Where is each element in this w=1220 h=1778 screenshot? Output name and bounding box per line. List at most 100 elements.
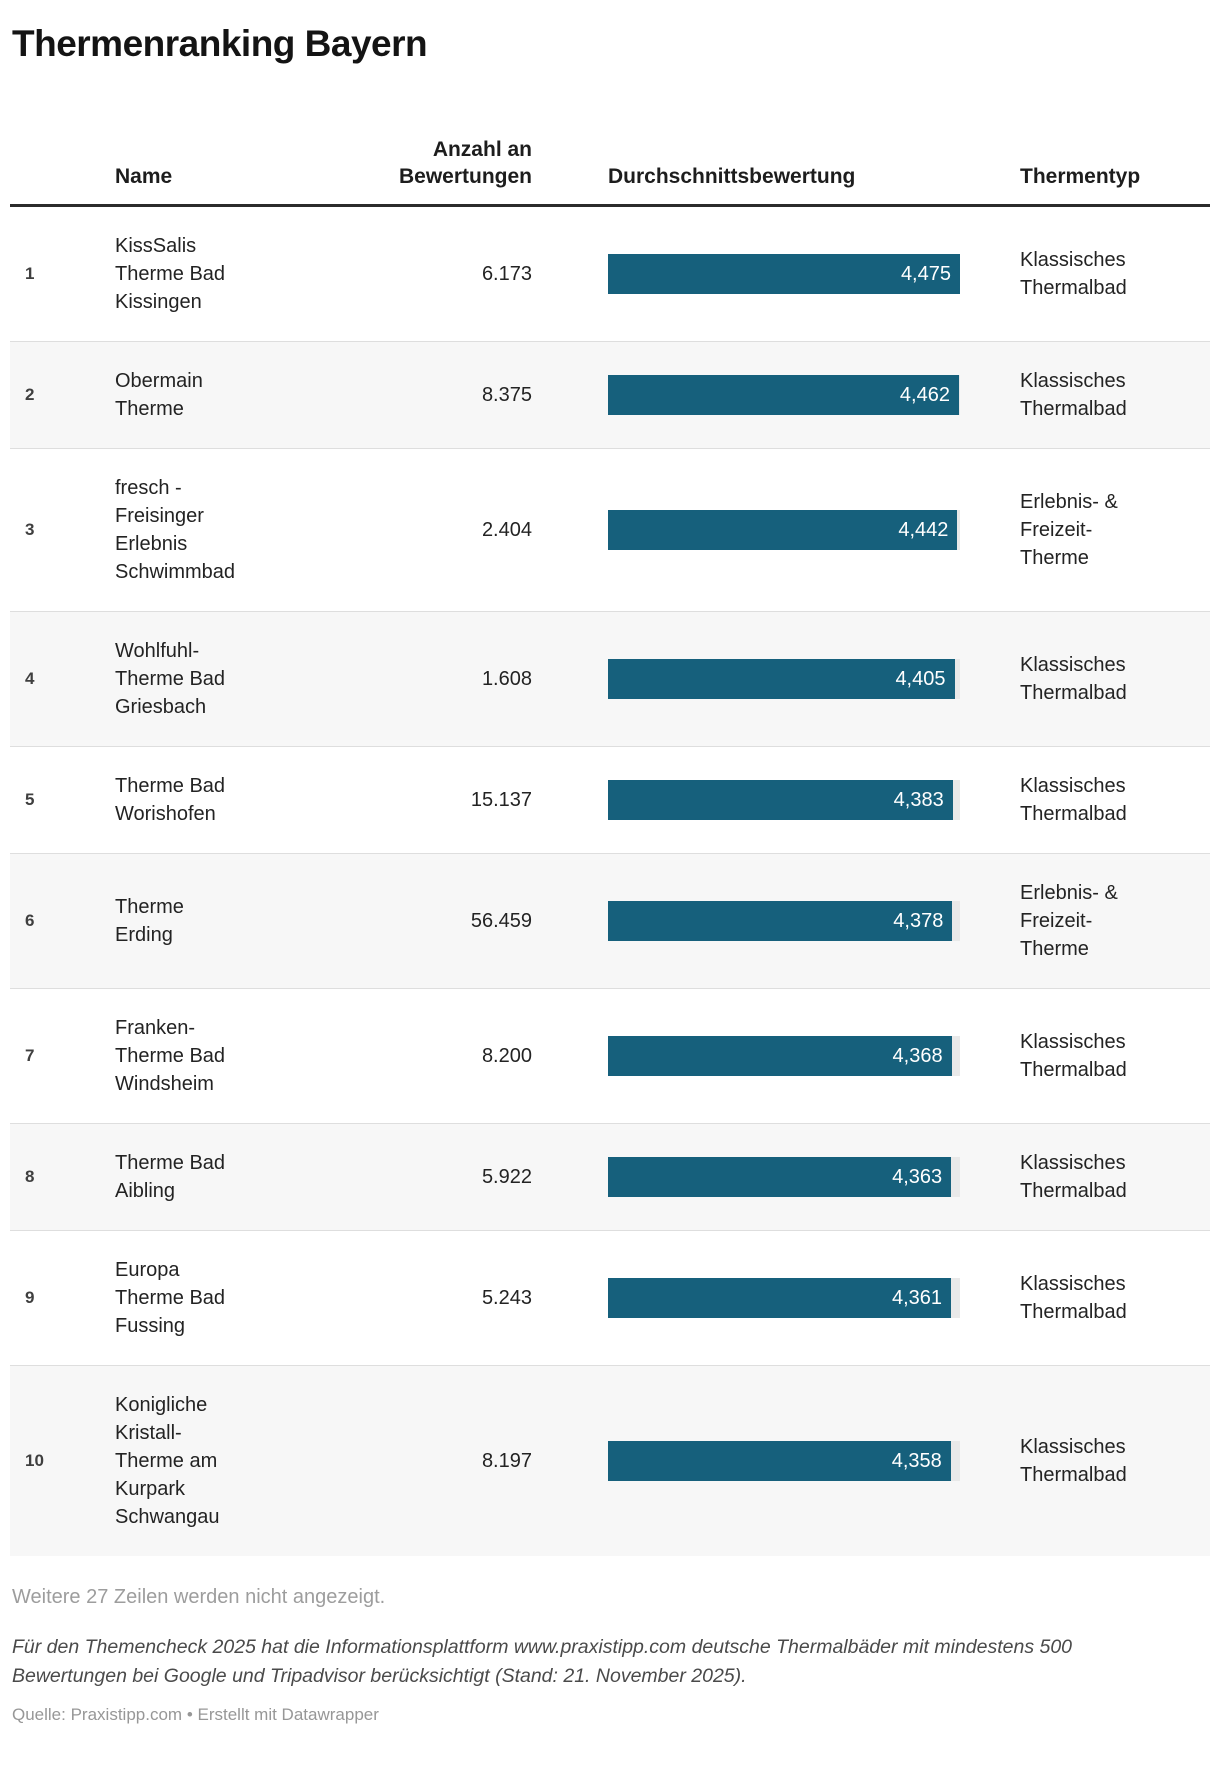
rating-value-label: 4,383	[893, 789, 944, 811]
rating-bar-track: 4,383	[608, 780, 960, 820]
type-cell: Klassisches Thermalbad	[1020, 249, 1127, 299]
reviews-cell: 2.404	[481, 519, 532, 541]
source-line: Quelle: Praxistipp.com • Erstellt mit Da…	[12, 1705, 1210, 1725]
rating-value-label: 4,462	[899, 384, 950, 406]
rating-cell: 4,405	[537, 659, 980, 699]
rating-value-label: 4,368	[892, 1045, 943, 1067]
more-rows-note: Weitere 27 Zeilen werden nicht angezeigt…	[12, 1586, 386, 1608]
name-cell: Wohlfuhl- Therme Bad Griesbach	[115, 640, 226, 718]
table-row: 2 Obermain Therme 8.375 4,462 Klassische…	[10, 341, 1210, 448]
table-row: 8 Therme Bad Aibling 5.922 4,363 Klassis…	[10, 1123, 1210, 1230]
type-cell: Klassisches Thermalbad	[1020, 1031, 1127, 1081]
table-row: 6 Therme Erding 56.459 4,378 Erlebnis- &…	[10, 853, 1210, 988]
type-cell: Klassisches Thermalbad	[1020, 1436, 1127, 1486]
rating-cell: 4,475	[537, 254, 980, 294]
rating-value-label: 4,363	[892, 1166, 943, 1188]
table-row: 10 Konigliche Kristall- Therme am Kurpar…	[10, 1365, 1210, 1556]
table-row: 3 fresch - Freisinger Erlebnis Schwimmba…	[10, 448, 1210, 611]
name-cell: fresch - Freisinger Erlebnis Schwimmbad	[115, 477, 236, 583]
table-row: 5 Therme Bad Worishofen 15.137 4,383 Kla…	[10, 746, 1210, 853]
column-header-rating: Durchschnittsbewertung	[608, 165, 856, 188]
name-cell: Franken- Therme Bad Windsheim	[115, 1017, 226, 1095]
name-cell: Therme Bad Worishofen	[115, 775, 226, 825]
rating-bar: 4,361	[608, 1278, 952, 1318]
source-separator: •	[186, 1704, 193, 1724]
column-header-type: Thermentyp	[1020, 165, 1141, 188]
rating-bar: 4,378	[608, 901, 953, 941]
reviews-cell: 5.243	[481, 1287, 532, 1309]
reviews-cell: 15.137	[470, 789, 532, 811]
type-cell: Klassisches Thermalbad	[1020, 1273, 1127, 1323]
rank-cell: 5	[25, 790, 35, 809]
reviews-cell: 8.197	[481, 1450, 532, 1472]
type-cell: Klassisches Thermalbad	[1020, 654, 1127, 704]
table-row: 4 Wohlfuhl- Therme Bad Griesbach 1.608 4…	[10, 611, 1210, 746]
table-row: 7 Franken- Therme Bad Windsheim 8.200 4,…	[10, 988, 1210, 1123]
rating-bar: 4,383	[608, 780, 953, 820]
table-row: 9 Europa Therme Bad Fussing 5.243 4,361 …	[10, 1230, 1210, 1365]
name-cell: KissSalis Therme Bad Kissingen	[115, 235, 226, 313]
rating-bar: 4,363	[608, 1157, 952, 1197]
rating-cell: 4,358	[537, 1441, 980, 1481]
rating-bar-track: 4,462	[608, 375, 960, 415]
page-title: Thermenranking Bayern	[12, 23, 428, 64]
rank-cell: 4	[25, 669, 35, 688]
rating-cell: 4,383	[537, 780, 980, 820]
rating-bar: 4,405	[608, 659, 955, 699]
rating-cell: 4,361	[537, 1278, 980, 1318]
type-cell: Erlebnis- & Freizeit- Therme	[1020, 882, 1118, 960]
reviews-cell: 6.173	[481, 263, 532, 285]
rating-bar: 4,358	[608, 1441, 951, 1481]
name-cell: Konigliche Kristall- Therme am Kurpark S…	[115, 1394, 220, 1528]
rating-value-label: 4,358	[891, 1450, 942, 1472]
rating-bar-track: 4,363	[608, 1157, 960, 1197]
reviews-cell: 8.375	[481, 384, 532, 406]
methodology-note: Für den Themencheck 2025 hat die Informa…	[12, 1636, 1073, 1688]
rating-bar: 4,462	[608, 375, 959, 415]
rating-bar-track: 4,378	[608, 901, 960, 941]
type-cell: Erlebnis- & Freizeit- Therme	[1020, 491, 1118, 569]
source-link[interactable]: Quelle: Praxistipp.com	[12, 1704, 183, 1724]
datawrapper-credit-link[interactable]: Erstellt mit Datawrapper	[197, 1704, 379, 1724]
rating-cell: 4,368	[537, 1036, 980, 1076]
rating-value-label: 4,361	[891, 1287, 943, 1309]
rating-cell: 4,378	[537, 901, 980, 941]
type-cell: Klassisches Thermalbad	[1020, 1152, 1127, 1202]
reviews-cell: 5.922	[481, 1166, 532, 1188]
table-row: 1 KissSalis Therme Bad Kissingen 6.173 4…	[10, 207, 1210, 341]
rating-value-label: 4,442	[898, 519, 949, 541]
rating-cell: 4,442	[537, 510, 980, 550]
rating-cell: 4,363	[537, 1157, 980, 1197]
name-cell: Obermain Therme	[115, 370, 203, 420]
rating-value-label: 4,378	[893, 910, 944, 932]
rank-cell: 6	[25, 911, 35, 930]
column-header-reviews: Anzahl an Bewertungen	[398, 138, 532, 188]
rank-cell: 2	[25, 385, 35, 404]
name-cell: Therme Erding	[115, 896, 184, 946]
rank-cell: 9	[25, 1288, 35, 1307]
rating-bar: 4,475	[608, 254, 960, 294]
table-header-row: Name Anzahl an Bewertungen Durchschnitts…	[10, 136, 1210, 207]
rating-bar: 4,368	[608, 1036, 952, 1076]
rank-cell: 7	[25, 1046, 35, 1065]
rating-bar-track: 4,368	[608, 1036, 960, 1076]
rating-bar-track: 4,361	[608, 1278, 960, 1318]
type-cell: Klassisches Thermalbad	[1020, 775, 1127, 825]
rating-value-label: 4,475	[900, 263, 951, 285]
rank-cell: 3	[25, 520, 35, 539]
rating-bar-track: 4,405	[608, 659, 960, 699]
column-header-name: Name	[115, 165, 173, 188]
rating-bar: 4,442	[608, 510, 958, 550]
rating-bar-track: 4,358	[608, 1441, 960, 1481]
type-cell: Klassisches Thermalbad	[1020, 370, 1127, 420]
name-cell: Europa Therme Bad Fussing	[115, 1259, 226, 1337]
reviews-cell: 8.200	[481, 1045, 532, 1067]
name-cell: Therme Bad Aibling	[115, 1152, 226, 1202]
rank-cell: 8	[25, 1167, 35, 1186]
rating-cell: 4,462	[537, 375, 980, 415]
reviews-cell: 56.459	[470, 910, 532, 932]
reviews-cell: 1.608	[481, 668, 532, 690]
rating-bar-track: 4,475	[608, 254, 960, 294]
rating-bar-track: 4,442	[608, 510, 960, 550]
